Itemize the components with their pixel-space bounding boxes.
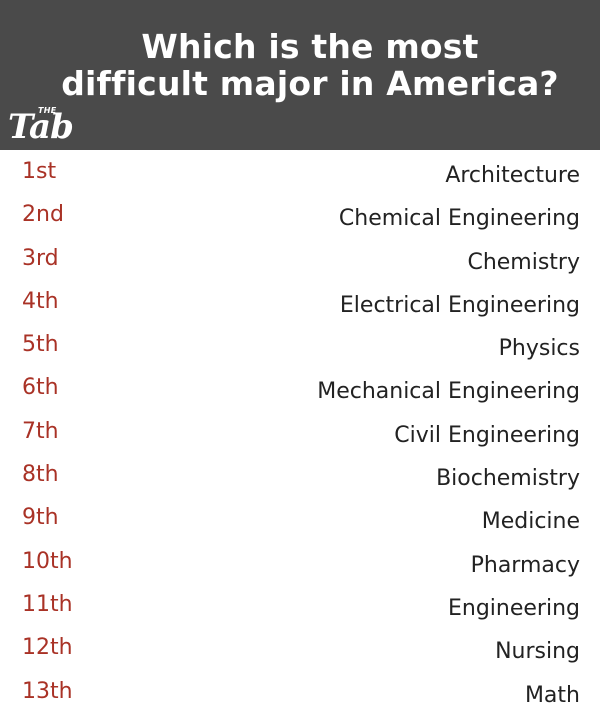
major-name: Medicine bbox=[481, 509, 580, 535]
logo-small-text: THE bbox=[38, 106, 57, 115]
list-item: 1st Architecture bbox=[0, 154, 600, 197]
major-name: Nursing bbox=[495, 639, 580, 665]
major-name: Mechanical Engineering bbox=[317, 379, 580, 405]
major-name: Math bbox=[524, 682, 580, 708]
major-name: Electrical Engineering bbox=[339, 292, 580, 318]
rank-label: 9th bbox=[22, 505, 59, 531]
list-item: 7th Civil Engineering bbox=[0, 414, 600, 457]
major-name: Chemical Engineering bbox=[338, 206, 580, 232]
rank-label: 4th bbox=[22, 288, 59, 314]
rank-label: 10th bbox=[22, 548, 73, 574]
list-item: 5th Physics bbox=[0, 327, 600, 370]
major-name: Pharmacy bbox=[470, 552, 580, 578]
page-title: Which is the most difficult major in Ame… bbox=[0, 28, 600, 102]
major-name: Architecture bbox=[445, 163, 580, 188]
major-name: Chemistry bbox=[467, 249, 580, 275]
major-name: Engineering bbox=[448, 595, 580, 621]
header-banner: Which is the most difficult major in Ame… bbox=[0, 0, 600, 150]
list-item: 2nd Chemical Engineering bbox=[0, 197, 600, 240]
rank-label: 7th bbox=[22, 418, 59, 444]
logo-main-text: Tab bbox=[8, 107, 74, 147]
rank-label: 6th bbox=[22, 375, 59, 401]
major-name: Physics bbox=[498, 336, 580, 362]
rank-label: 11th bbox=[22, 591, 73, 617]
rankings-list: 1st Architecture 2nd Chemical Engineerin… bbox=[0, 154, 600, 717]
list-item: 13th Math bbox=[0, 674, 600, 717]
rank-label: 8th bbox=[22, 462, 59, 488]
rank-label: 1st bbox=[22, 159, 57, 184]
rank-label: 13th bbox=[22, 678, 73, 704]
the-tab-logo: Tab THE bbox=[8, 106, 88, 146]
rank-label: 2nd bbox=[22, 202, 64, 228]
rank-label: 12th bbox=[22, 635, 73, 661]
rank-label: 5th bbox=[22, 332, 59, 358]
list-item: 11th Engineering bbox=[0, 587, 600, 630]
list-item: 9th Medicine bbox=[0, 500, 600, 543]
list-item: 8th Biochemistry bbox=[0, 457, 600, 500]
list-item: 10th Pharmacy bbox=[0, 544, 600, 587]
rank-label: 3rd bbox=[22, 245, 59, 271]
title-line-2: difficult major in America? bbox=[61, 64, 559, 103]
list-item: 4th Electrical Engineering bbox=[0, 284, 600, 327]
major-name: Civil Engineering bbox=[394, 422, 580, 448]
title-line-1: Which is the most bbox=[141, 27, 479, 66]
major-name: Biochemistry bbox=[436, 466, 580, 492]
list-item: 6th Mechanical Engineering bbox=[0, 370, 600, 413]
list-item: 12th Nursing bbox=[0, 630, 600, 673]
list-item: 3rd Chemistry bbox=[0, 241, 600, 284]
